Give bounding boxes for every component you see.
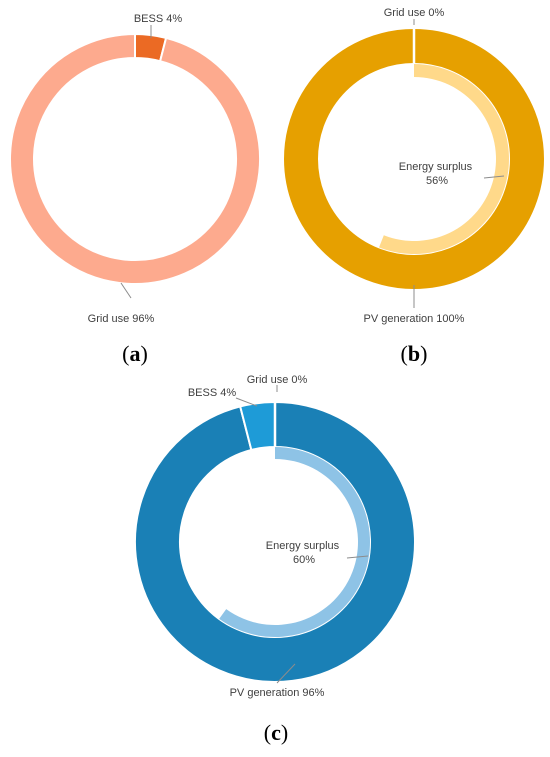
caption-b-open: ( [401, 341, 408, 366]
pv-generation-label-b: PV generation 100% [364, 313, 465, 325]
donut-chart-c: Grid use 0% BESS 4% Energy surplus 60% P… [134, 374, 416, 699]
grid-use-label-c: Grid use 0% [247, 374, 308, 386]
caption-c-close: ) [281, 720, 288, 745]
donut-chart-a: BESS 4% Grid use 96% [9, 13, 261, 325]
energy-surplus-slice-c [219, 447, 370, 637]
caption-c-letter: c [271, 720, 281, 745]
grid-use-slice-a [9, 32, 261, 285]
caption-a: (a) [122, 341, 148, 366]
energy-surplus-leader-line-b [483, 175, 505, 179]
energy-surplus-label-c-name: Energy surplus [266, 540, 340, 552]
grid-use-leader-line-a [120, 282, 132, 299]
caption-a-close: ) [141, 341, 148, 366]
caption-c-open: ( [264, 720, 271, 745]
caption-a-open: ( [122, 341, 129, 366]
pv-generation-leader-line-c [276, 663, 296, 684]
caption-b-letter: b [408, 341, 420, 366]
grid-use-label-b: Grid use 0% [384, 7, 445, 19]
donut-chart-b: Grid use 0% Energy surplus 56% PV genera… [281, 7, 547, 325]
caption-a-letter: a [130, 341, 141, 366]
caption-c: (c) [264, 720, 288, 745]
bess-label-c: BESS 4% [188, 387, 237, 399]
energy-surplus-label-b-name: Energy surplus [399, 161, 473, 173]
energy-surplus-label-b-value: 56% [426, 175, 448, 187]
energy-surplus-label-b: Energy surplus 56% [399, 161, 475, 187]
caption-b-close: ) [420, 341, 427, 366]
pv-generation-label-c: PV generation 96% [230, 687, 325, 699]
bess-leader-line-c [235, 397, 258, 407]
bess-label-a: BESS 4% [134, 13, 183, 25]
grid-use-label-a: Grid use 96% [88, 313, 155, 325]
caption-b: (b) [401, 341, 428, 366]
energy-surplus-label-c: Energy surplus 60% [266, 540, 342, 566]
energy-surplus-leader-line-c [346, 555, 369, 559]
energy-surplus-label-c-value: 60% [293, 554, 315, 566]
